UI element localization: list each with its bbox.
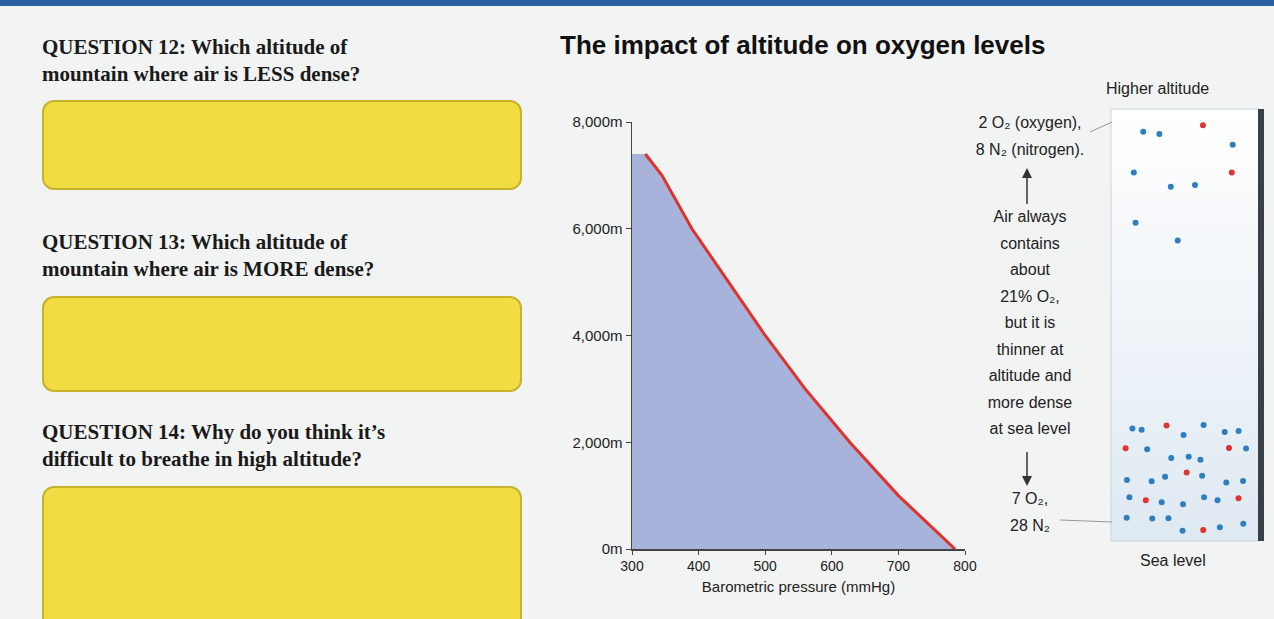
html-text:thinner at: thinner at — [996, 340, 1064, 358]
svg-text:Barometric pressure (mmHg): Barometric pressure (mmHg) — [702, 578, 895, 595]
html-text:difficult to breathe in high a: difficult to breathe in high altitude? — [42, 447, 362, 471]
html-text:at sea level: at sea level — [989, 420, 1071, 437]
svg-text:The impact of altitude on oxyg: The impact of altitude on oxygen levels — [560, 30, 1045, 60]
html-text:contains: contains — [1000, 234, 1060, 252]
html-text:QUESTION 14: Why do you think: QUESTION 14: Why do you think it’s — [42, 420, 386, 444]
html-text:altitude and: altitude and — [988, 367, 1072, 384]
html-text:2 O₂ (oxygen),: 2 O₂ (oxygen), — [978, 114, 1082, 131]
html-text:28 N₂: 28 N₂ — [1010, 516, 1050, 534]
html-text:8 N₂ (nitrogen).: 8 N₂ (nitrogen). — [975, 140, 1085, 158]
svg-text:2,000m: 2,000m — [572, 434, 622, 451]
html-text:QUESTION 13: Which altitude of: QUESTION 13: Which altitude of — [42, 230, 348, 254]
html-text:more dense: more dense — [987, 393, 1073, 411]
html-text:about: about — [1010, 261, 1050, 278]
html-text:mountain where air is MORE den: mountain where air is MORE dense? — [42, 257, 375, 281]
svg-text:500: 500 — [754, 558, 778, 574]
svg-text:6,000m: 6,000m — [572, 220, 622, 237]
svg-text:8,000m: 8,000m — [572, 113, 622, 130]
html-text:but it is: but it is — [1004, 314, 1056, 331]
html-text:mountain where air is LESS den: mountain where air is LESS dense? — [42, 62, 361, 86]
svg-text:4,000m: 4,000m — [572, 327, 622, 344]
html-text:Air always: Air always — [993, 208, 1067, 225]
svg-text:700: 700 — [887, 558, 911, 574]
svg-text:800: 800 — [953, 558, 977, 574]
html-text:QUESTION 12: Which altitude of: QUESTION 12: Which altitude of — [42, 35, 348, 59]
svg-text:600: 600 — [820, 558, 844, 574]
html-text:Sea level: Sea level — [1140, 552, 1206, 569]
svg-text:400: 400 — [687, 558, 711, 574]
html-text:21% O₂,: 21% O₂, — [1000, 287, 1060, 305]
svg-text:300: 300 — [620, 558, 644, 574]
html-text:7 O₂,: 7 O₂, — [1011, 490, 1049, 507]
html-text:Higher altitude: Higher altitude — [1106, 80, 1210, 97]
svg-text:0m: 0m — [602, 540, 623, 557]
